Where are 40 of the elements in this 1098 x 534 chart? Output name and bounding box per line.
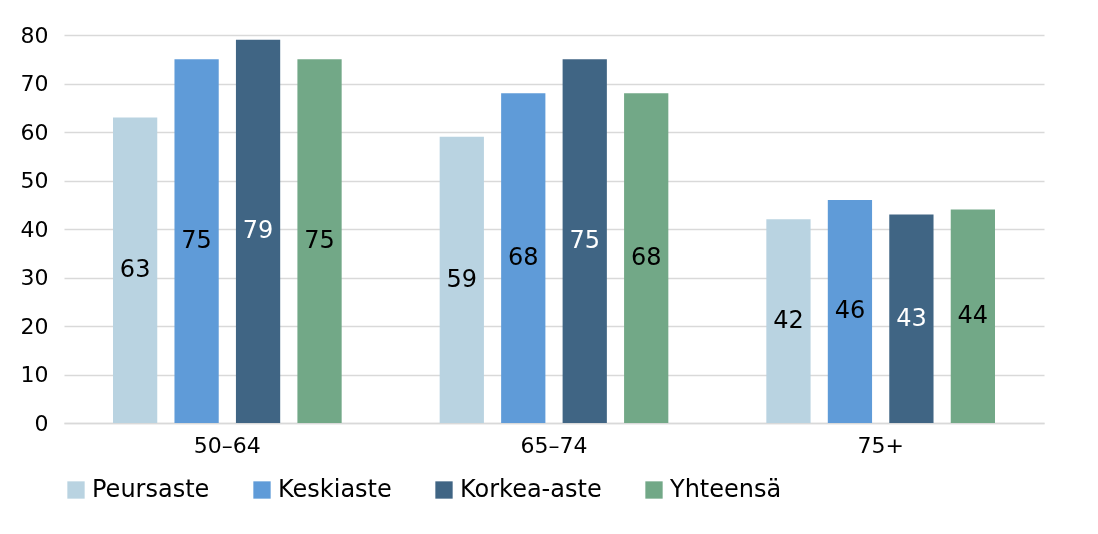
data-label: 75 <box>181 226 212 255</box>
data-label: 63 <box>119 255 151 284</box>
legend-label: Korkea-aste <box>460 475 602 503</box>
y-tick-label: 10 <box>20 362 49 387</box>
y-tick-label: 0 <box>34 410 49 436</box>
bar <box>562 59 607 423</box>
data-label: 75 <box>304 226 335 255</box>
data-label: 44 <box>957 301 989 330</box>
bar <box>174 59 219 423</box>
y-tick-label: 30 <box>20 265 49 290</box>
y-tick-label: 60 <box>20 119 49 145</box>
bar <box>297 59 342 423</box>
data-label: 75 <box>569 226 601 255</box>
y-tick-label: 40 <box>20 216 49 242</box>
x-tick-label: 65–74 <box>520 432 588 458</box>
legend-label: Peursaste <box>92 475 210 503</box>
y-tick-label: 50 <box>20 168 49 193</box>
bar <box>439 136 484 423</box>
bar <box>235 39 281 423</box>
bar <box>950 209 995 423</box>
bar <box>501 93 546 423</box>
y-tick-label: 70 <box>20 71 49 96</box>
legend-label: Keskiaste <box>278 475 392 503</box>
bar <box>624 93 669 423</box>
data-label: 46 <box>834 296 866 325</box>
data-label: 79 <box>242 216 274 245</box>
data-label: 68 <box>507 243 539 272</box>
x-tick-label: 50–64 <box>193 432 261 458</box>
y-tick-label: 20 <box>20 313 49 339</box>
bar <box>889 214 934 423</box>
data-label: 68 <box>630 243 662 272</box>
y-tick-label: 80 <box>20 22 49 48</box>
bar <box>113 117 158 423</box>
x-tick-label: 75+ <box>857 432 904 458</box>
data-label: 42 <box>773 306 804 335</box>
data-label: 59 <box>446 264 478 293</box>
data-label: 43 <box>896 303 927 332</box>
bar <box>827 199 873 423</box>
bar <box>766 219 811 423</box>
legend-label: Yhteensä <box>669 475 782 503</box>
